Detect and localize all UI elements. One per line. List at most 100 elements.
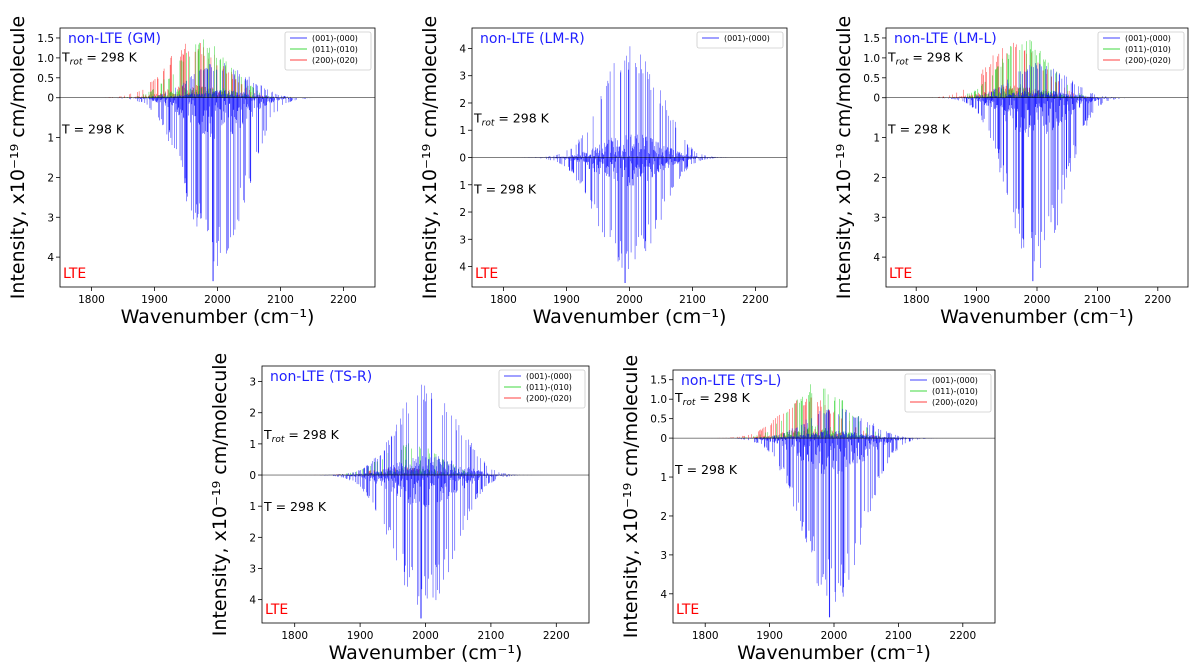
legend-entry: (001)-(000): [932, 376, 978, 385]
y-tick-label: 4: [459, 43, 466, 55]
t-annotation: T = 298 K: [674, 462, 738, 477]
y-tick-label: 2: [660, 511, 667, 523]
y-tick-label: 1: [873, 133, 880, 145]
y-tick-label: 0: [459, 153, 466, 165]
x-tick-label: 2100: [679, 294, 706, 306]
lte-label: LTE: [63, 266, 86, 282]
y-axis-label: Intensity, x10⁻¹⁹ cm/molecule: [7, 16, 29, 299]
chart-panel-ts-r: 1800 1900 2000 2100 2200 1 2 3 0 1 2 3 4 non-LTE (TS-…: [202, 338, 597, 662]
x-tick-label: 1900: [963, 294, 990, 306]
legend-entry: (011)-(010): [526, 383, 572, 392]
y-tick-label: 2: [459, 207, 466, 219]
y-tick-label: 0.5: [37, 73, 54, 85]
x-tick-label: 1800: [903, 294, 930, 306]
x-tick-label: 2100: [1084, 294, 1111, 306]
x-tick-label: 2000: [616, 294, 643, 306]
t-annotation: T = 298 K: [887, 122, 951, 137]
legend: (001)-(000) (011)-(010) (200)-(020): [285, 32, 371, 70]
legend-entry: (001)-(000): [526, 372, 572, 381]
y-tick-label: 1: [459, 125, 466, 137]
x-tick-label: 1800: [490, 294, 517, 306]
y-tick-label: 0: [47, 93, 54, 105]
y-tick-label: 0.5: [650, 414, 667, 426]
y-tick-label: 3: [459, 234, 466, 246]
y-tick-label: 1: [660, 472, 667, 484]
x-tick-label: 1900: [553, 294, 580, 306]
x-tick-label: 2100: [267, 294, 294, 306]
x-tick-label: 2100: [885, 630, 912, 642]
y-tick-label: 0: [660, 433, 667, 445]
y-tick-label: 1.5: [37, 33, 54, 45]
y-tick-label: 2: [249, 408, 256, 420]
x-tick-label: 2000: [1024, 294, 1051, 306]
y-tick-label: 1.0: [863, 53, 880, 65]
x-tick-label: 2200: [543, 630, 570, 642]
legend: (001)-(000): [697, 32, 783, 48]
chart-panel-lm-r: 1800 1900 2000 2100 2200 1 2 3 4 0 1 2 3 4 non-LTE (LM…: [412, 0, 797, 330]
x-axis-label: Wavenumber (cm⁻¹): [533, 306, 727, 328]
y-tick-label: 3: [873, 212, 880, 224]
legend-entry: (001)-(000): [1125, 34, 1171, 43]
y-tick-label: 2: [459, 98, 466, 110]
chart-panel-ts-l: 1800 1900 2000 2100 2200 0.5 1.0 1.5 0 1 2 3 4 non-LT…: [610, 338, 1005, 662]
x-axis-label: Wavenumber (cm⁻¹): [329, 642, 523, 662]
legend-entry: (200)-(020): [932, 398, 978, 407]
chart-panel-lm-l: 1800 1900 2000 2100 2200 0.5 1.0 1.5 0 1 2 3 4 non-LT…: [826, 0, 1196, 330]
legend-entry: (011)-(010): [932, 387, 978, 396]
y-tick-label: 4: [660, 589, 667, 601]
panel-title: non-LTE (GM): [68, 31, 161, 47]
lte-label: LTE: [889, 266, 912, 282]
y-tick-label: 4: [249, 595, 256, 607]
y-axis-label: Intensity, x10⁻¹⁹ cm/molecule: [620, 355, 642, 638]
x-tick-label: 2200: [742, 294, 769, 306]
y-tick-label: 1: [249, 501, 256, 513]
y-tick-label: 1: [459, 180, 466, 192]
y-axis-label: Intensity, x10⁻¹⁹ cm/molecule: [419, 16, 441, 299]
x-tick-label: 2000: [412, 630, 439, 642]
legend-entry: (200)-(020): [526, 394, 572, 403]
y-tick-label: 3: [249, 377, 256, 389]
lte-label: LTE: [475, 266, 498, 282]
y-tick-label: 1.0: [37, 53, 54, 65]
y-tick-label: 2: [873, 172, 880, 184]
y-tick-label: 0.5: [863, 73, 880, 85]
legend-entry: (200)-(020): [312, 56, 358, 65]
x-tick-label: 2200: [330, 294, 357, 306]
x-tick-label: 1800: [281, 630, 308, 642]
x-tick-label: 2000: [821, 630, 848, 642]
x-axis-label: Wavenumber (cm⁻¹): [121, 306, 315, 328]
panel-title: non-LTE (TS-L): [681, 373, 781, 389]
y-tick-label: 4: [873, 252, 880, 264]
y-tick-label: 0: [249, 470, 256, 482]
x-tick-label: 2200: [949, 630, 976, 642]
x-tick-label: 2000: [204, 294, 231, 306]
t-annotation: T = 298 K: [61, 122, 125, 137]
legend: (001)-(000) (011)-(010) (200)-(020): [905, 374, 991, 412]
y-tick-label: 1.0: [650, 394, 667, 406]
y-tick-label: 3: [459, 71, 466, 83]
y-tick-label: 1.5: [863, 33, 880, 45]
y-tick-label: 0: [873, 93, 880, 105]
y-tick-label: 4: [459, 262, 466, 274]
panel-title: non-LTE (LM-L): [894, 31, 997, 47]
legend: (001)-(000) (011)-(010) (200)-(020): [499, 370, 585, 408]
x-tick-label: 1800: [692, 630, 719, 642]
t-annotation: T = 298 K: [263, 499, 327, 514]
legend-entry: (011)-(010): [1125, 45, 1171, 54]
legend-entry: (001)-(000): [312, 34, 358, 43]
x-tick-label: 1900: [756, 630, 783, 642]
x-tick-label: 2200: [1144, 294, 1171, 306]
y-tick-label: 3: [249, 563, 256, 575]
t-annotation: T = 298 K: [473, 182, 537, 197]
y-tick-label: 1.5: [650, 375, 667, 387]
y-tick-label: 3: [47, 212, 54, 224]
legend-entry: (001)-(000): [724, 34, 770, 43]
lte-label: LTE: [265, 602, 288, 618]
x-tick-label: 1800: [78, 294, 105, 306]
y-tick-label: 1: [47, 133, 54, 145]
chart-panel-gm: 1800 1900 2000 2100 2200 0.5 1.0 1.5 0 1 2 3 4 non-LT…: [0, 0, 385, 330]
x-axis-label: Wavenumber (cm⁻¹): [940, 306, 1134, 328]
y-tick-label: 2: [249, 532, 256, 544]
x-axis-label: Wavenumber (cm⁻¹): [737, 642, 931, 662]
legend-entry: (200)-(020): [1125, 56, 1171, 65]
